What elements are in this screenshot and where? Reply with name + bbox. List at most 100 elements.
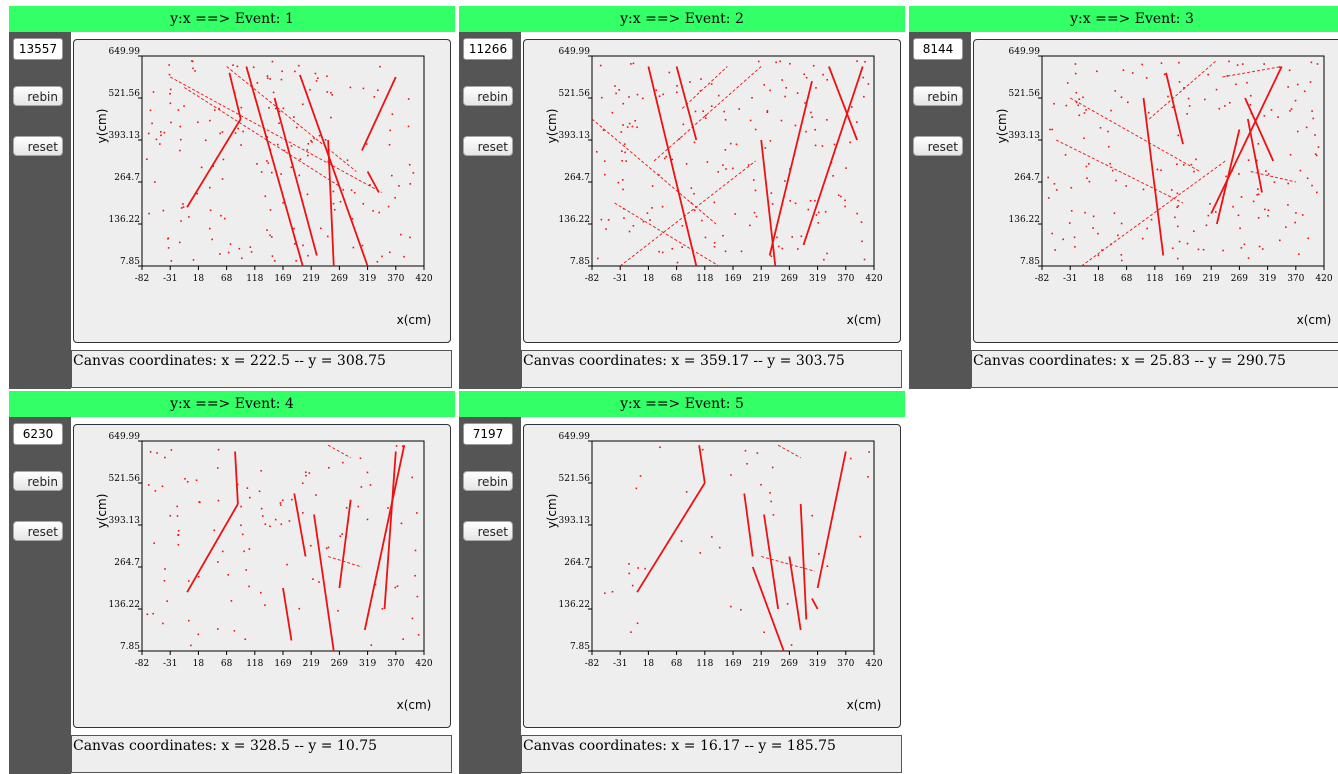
x-tick-label: -31 (1063, 274, 1078, 284)
plot-area: -82 -31 18 68 118 169 219 269 319 370 420 649.99 521… (521, 417, 905, 774)
hit-dot (1263, 115, 1266, 117)
hit-dot (817, 222, 820, 224)
x-tick-label: 269 (781, 659, 798, 669)
y-tick-label: 136.22 (559, 600, 591, 610)
hit-dot (630, 631, 632, 633)
hit-dot (261, 515, 264, 517)
hit-dot (360, 486, 363, 488)
hit-dot (1078, 98, 1081, 100)
hit-dot (752, 179, 755, 181)
reset-button[interactable]: reset (913, 136, 963, 156)
rebin-button[interactable]: rebin (13, 471, 63, 491)
reset-button[interactable]: reset (13, 521, 63, 541)
hit-dot (807, 208, 810, 211)
hit-dot (243, 550, 245, 553)
hit-dot (779, 60, 781, 63)
histogram-canvas[interactable]: -82 -31 18 68 118 169 219 269 319 370 420 649.99 521… (973, 39, 1338, 343)
x-tick-label: 169 (274, 274, 291, 284)
hit-dot (1092, 227, 1094, 229)
hit-dot (248, 548, 251, 550)
hit-dot (710, 83, 713, 85)
hit-track (186, 503, 239, 593)
reset-button[interactable]: reset (463, 521, 513, 541)
rebin-button[interactable]: rebin (13, 86, 63, 106)
hit-dot (310, 544, 312, 547)
hit-dot (290, 145, 293, 147)
reset-button[interactable]: reset (13, 136, 63, 156)
hit-dot (260, 469, 262, 472)
hit-dot (213, 529, 216, 532)
hit-dot (631, 584, 634, 587)
hit-tracks (591, 60, 870, 267)
hit-dot (734, 213, 736, 215)
x-tick-label: 370 (1287, 274, 1304, 284)
hit-dot (229, 243, 232, 245)
hit-dot (217, 499, 220, 502)
histogram-canvas[interactable]: -82 -31 18 68 118 169 219 269 319 370 420 649.99 521… (523, 39, 901, 343)
reset-button[interactable]: reset (463, 136, 513, 156)
hit-dot (1195, 158, 1197, 161)
y-tick-label: 7.85 (120, 642, 140, 652)
hit-dot (250, 251, 253, 253)
hit-dot (293, 227, 295, 230)
hit-dot (222, 158, 225, 161)
hit-dot (217, 448, 220, 451)
hit-dot (315, 80, 318, 82)
rebin-button[interactable]: rebin (463, 471, 513, 491)
hit-dot (849, 141, 851, 144)
hit-dot (1171, 106, 1174, 109)
hit-dot (298, 607, 301, 610)
hit-dot (1107, 130, 1109, 133)
hit-dot (279, 504, 282, 506)
hit-dot (392, 81, 395, 83)
hit-dot (1279, 239, 1281, 242)
hit-dot (238, 247, 241, 250)
hit-dot (414, 574, 416, 577)
hit-dot (730, 605, 732, 608)
hit-dot (308, 472, 311, 474)
hit-dot (242, 130, 244, 133)
hit-dot (810, 111, 812, 114)
hit-dot (305, 474, 307, 477)
hit-track (619, 160, 756, 267)
hit-dot (706, 161, 709, 163)
hit-dot (297, 64, 300, 67)
hit-dot (717, 94, 720, 97)
hit-dot (266, 136, 269, 138)
histogram-canvas[interactable]: -82 -31 18 68 118 169 219 269 319 370 420 649.99 521… (73, 39, 451, 343)
hit-dot (221, 178, 224, 180)
hit-dot (302, 512, 304, 514)
hit-dot (789, 62, 791, 65)
hit-dot (1205, 224, 1208, 227)
hit-dot (1257, 217, 1260, 219)
hit-dot (256, 82, 259, 84)
hit-dot (176, 515, 179, 517)
hit-dot (1113, 212, 1116, 215)
hit-dot (789, 168, 791, 170)
hit-track (1148, 59, 1218, 120)
hit-dot (1145, 77, 1148, 79)
hit-dot (385, 530, 387, 533)
rebin-button[interactable]: rebin (463, 86, 513, 106)
hit-dot (1247, 257, 1250, 259)
hit-dot (282, 201, 284, 204)
hit-dot (632, 224, 635, 227)
y-tick-label: 521.56 (559, 474, 591, 484)
histogram-canvas[interactable]: -82 -31 18 68 118 169 219 269 319 370 420 649.99 521… (523, 424, 901, 728)
hit-dot (1178, 81, 1181, 83)
histogram-canvas[interactable]: -82 -31 18 68 118 169 219 269 319 370 420 649.99 521… (73, 424, 451, 728)
hit-dot (771, 466, 774, 469)
hit-dot (274, 107, 277, 110)
hit-dot (327, 160, 329, 163)
hit-dot (771, 203, 774, 205)
x-tick-label: 420 (865, 659, 882, 669)
hit-track (768, 80, 813, 256)
hit-dot (833, 143, 836, 146)
hit-dot (639, 475, 642, 477)
hit-dot (332, 202, 335, 205)
rebin-button[interactable]: rebin (913, 86, 963, 106)
hit-dot (754, 189, 757, 192)
hit-dot (332, 190, 335, 193)
hit-dot (152, 91, 155, 93)
hit-dot (401, 445, 404, 448)
